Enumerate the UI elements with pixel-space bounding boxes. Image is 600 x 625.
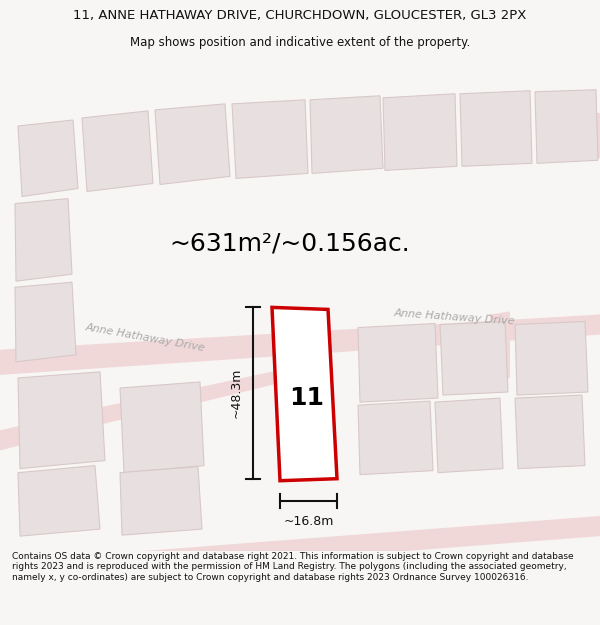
- Polygon shape: [310, 96, 383, 173]
- Text: Anne Hathaway Drive: Anne Hathaway Drive: [394, 308, 516, 327]
- Polygon shape: [435, 398, 503, 472]
- Polygon shape: [358, 401, 433, 474]
- Polygon shape: [18, 120, 78, 196]
- Polygon shape: [0, 365, 310, 451]
- Text: 11: 11: [290, 386, 325, 410]
- Polygon shape: [460, 91, 532, 166]
- Polygon shape: [555, 113, 600, 158]
- Text: 11, ANNE HATHAWAY DRIVE, CHURCHDOWN, GLOUCESTER, GL3 2PX: 11, ANNE HATHAWAY DRIVE, CHURCHDOWN, GLO…: [73, 9, 527, 22]
- Polygon shape: [82, 111, 153, 191]
- Polygon shape: [490, 311, 510, 380]
- Text: Contains OS data © Crown copyright and database right 2021. This information is : Contains OS data © Crown copyright and d…: [12, 552, 574, 582]
- Polygon shape: [120, 382, 204, 472]
- Text: ~16.8m: ~16.8m: [283, 515, 334, 528]
- Polygon shape: [18, 466, 100, 536]
- Polygon shape: [440, 321, 508, 395]
- Polygon shape: [18, 372, 105, 469]
- Polygon shape: [15, 199, 72, 281]
- Text: ~48.3m: ~48.3m: [230, 368, 243, 418]
- Polygon shape: [155, 104, 230, 184]
- Text: Map shows position and indicative extent of the property.: Map shows position and indicative extent…: [130, 36, 470, 49]
- Text: Anne Hathaway Drive: Anne Hathaway Drive: [85, 322, 206, 353]
- Polygon shape: [535, 90, 598, 163]
- Polygon shape: [272, 308, 337, 481]
- Polygon shape: [15, 282, 76, 362]
- Polygon shape: [232, 100, 308, 178]
- Polygon shape: [140, 516, 600, 571]
- Polygon shape: [358, 324, 438, 402]
- Text: ~631m²/~0.156ac.: ~631m²/~0.156ac.: [170, 232, 410, 256]
- Polygon shape: [515, 395, 585, 469]
- Polygon shape: [515, 321, 588, 395]
- Polygon shape: [120, 467, 202, 535]
- Polygon shape: [0, 314, 600, 375]
- Polygon shape: [383, 94, 457, 171]
